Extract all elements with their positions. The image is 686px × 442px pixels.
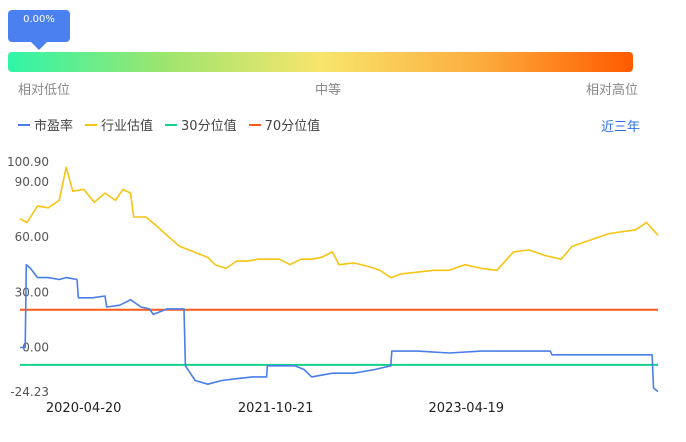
legend-swatch-industry (85, 123, 98, 126)
legend-label-industry: 行业估值 (101, 119, 154, 134)
y-tick-label: 60.00 (15, 230, 49, 244)
percentile-tooltip: 0.00% (8, 10, 70, 50)
percentile-value: 0.00% (23, 14, 55, 25)
series-line-pe (20, 263, 659, 393)
gauge-mid-label: 中等 (315, 83, 342, 98)
y-tick-label: 100.90 (7, 155, 49, 169)
series-line-industry (19, 166, 659, 279)
legend-item-p70[interactable]: 70分位值 (248, 115, 321, 134)
legend-swatch-pe (18, 123, 30, 126)
legend-label-pe: 市盈率 (34, 119, 74, 134)
legend-swatch-p30 (165, 123, 178, 126)
legend-label-p70: 70分位值 (264, 119, 321, 134)
y-tick-label: 0.00 (22, 340, 49, 354)
gauge-high-label: 相对高位 (585, 83, 638, 98)
chart-legend: 市盈率 行业估值 30分位值 70分位值 (18, 115, 320, 134)
x-tick-label: 2021-10-21 (238, 401, 314, 416)
legend-swatch-p70 (248, 123, 261, 126)
y-tick-label: 90.00 (15, 175, 49, 189)
x-tick-label: 2023-04-19 (429, 401, 505, 416)
gauge-low-label: 相对低位 (18, 83, 71, 98)
range-selector[interactable]: 近三年 (600, 120, 640, 135)
legend-item-pe[interactable]: 市盈率 (18, 115, 73, 134)
legend-label-p30: 30分位值 (181, 119, 237, 134)
percentile-gradient-bar (8, 52, 633, 72)
legend-item-p30[interactable]: 30分位值 (165, 115, 237, 134)
y-tick-label: -24.23 (10, 385, 49, 399)
x-tick-label: 2020-04-20 (46, 401, 122, 416)
y-tick-label: 30.00 (15, 285, 49, 299)
legend-item-industry[interactable]: 行业估值 (85, 115, 153, 134)
